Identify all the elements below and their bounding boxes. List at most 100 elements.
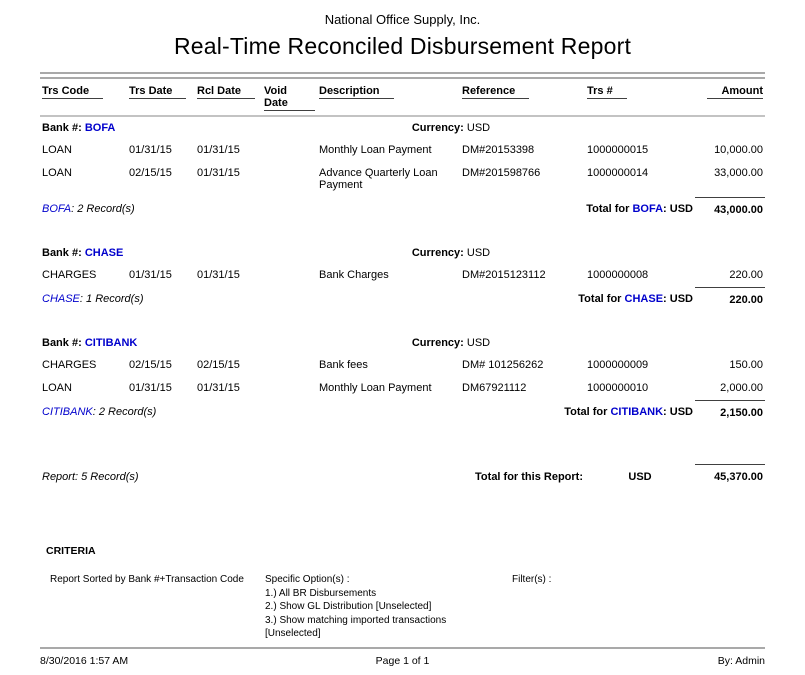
cell-trs-code: CHARGES bbox=[42, 268, 97, 281]
col-header-trs-date: Trs Date bbox=[127, 83, 195, 113]
col-header-label: Description bbox=[319, 85, 394, 99]
bank-name: CHASE bbox=[84, 246, 124, 259]
group-total-label-cell: Total for CITIBANK: USD bbox=[317, 400, 695, 425]
cell-void-date bbox=[262, 377, 317, 401]
column-header-row: Trs Code Trs Date Rcl Date Void Date Des… bbox=[40, 83, 765, 113]
criteria-filters-label: Filter(s) : bbox=[512, 574, 552, 585]
group-records-count: : 2 Record(s) bbox=[92, 406, 157, 418]
bank-name: CITIBANK bbox=[84, 336, 138, 349]
total-usd-suffix: : USD bbox=[663, 203, 693, 215]
empty-cell bbox=[585, 242, 765, 264]
currency-cell: Currency: USD bbox=[317, 116, 585, 139]
group-total-label-cell: Total for CHASE: USD bbox=[317, 287, 695, 312]
bank-label: Bank #: bbox=[42, 336, 82, 349]
top-divider bbox=[40, 72, 765, 79]
spacer bbox=[40, 312, 765, 332]
col-header-void-date: Void Date bbox=[262, 83, 317, 113]
report-records: Report: 5 Record(s) bbox=[42, 470, 139, 483]
cell-rcl-date: 01/31/15 bbox=[197, 144, 240, 156]
group-records-bank: CITIBANK bbox=[42, 406, 93, 418]
group-total-row: BOFA: 2 Record(s) Total for BOFA: USD 43… bbox=[40, 196, 765, 222]
criteria-option: 3.) Show matching imported transactions … bbox=[265, 614, 447, 639]
bank-header-row: Bank #: CITIBANK Currency: USD bbox=[40, 332, 765, 354]
bank-number-cell: Bank #: CITIBANK bbox=[40, 332, 317, 354]
group-records-cell: CHASE: 1 Record(s) bbox=[40, 287, 317, 312]
total-for-label: Total for bbox=[578, 293, 622, 305]
total-usd-suffix: : USD bbox=[663, 406, 693, 418]
col-header-label: Trs Date bbox=[129, 85, 187, 99]
spacer-row bbox=[40, 425, 765, 465]
empty-cell bbox=[585, 332, 765, 354]
total-usd-suffix: : USD bbox=[663, 293, 693, 305]
group-records-cell: CITIBANK: 2 Record(s) bbox=[40, 400, 317, 425]
criteria-options-label: Specific Option(s) : bbox=[265, 574, 350, 585]
cell-trs-num: 1000000008 bbox=[587, 268, 649, 281]
group-total-amount: 2,150.00 bbox=[695, 399, 765, 425]
cell-trs-num: 1000000009 bbox=[587, 358, 649, 371]
group-records-count: : 1 Record(s) bbox=[79, 293, 144, 305]
spacer bbox=[40, 222, 765, 242]
cell-trs-date: 02/15/15 bbox=[129, 167, 172, 179]
total-for-label: Total for bbox=[564, 406, 608, 418]
criteria-option: 2.) Show GL Distribution [Unselected] bbox=[265, 601, 432, 612]
report-summary-row: Report: 5 Record(s) Total for this Repor… bbox=[40, 464, 765, 490]
cell-reference: DM67921112 bbox=[462, 381, 527, 394]
col-header-description: Description bbox=[317, 83, 460, 113]
cell-amount: 220.00 bbox=[729, 268, 763, 281]
bank-header-row: Bank #: BOFA Currency: USD bbox=[40, 116, 765, 139]
group-total-row: CITIBANK: 2 Record(s) Total for CITIBANK… bbox=[40, 399, 765, 425]
bank-label: Bank #: bbox=[42, 122, 82, 134]
header-divider-row bbox=[40, 113, 765, 117]
cell-trs-date: 01/31/15 bbox=[129, 381, 172, 394]
cell-trs-date: 01/31/15 bbox=[129, 144, 172, 156]
cell-trs-num: 1000000010 bbox=[587, 381, 649, 394]
report-table: Trs Code Trs Date Rcl Date Void Date Des… bbox=[40, 83, 765, 489]
page-footer: 8/30/2016 1:57 AM Page 1 of 1 By: Admin bbox=[40, 647, 765, 667]
total-bank-name: BOFA bbox=[632, 203, 664, 215]
cell-trs-code: LOAN bbox=[42, 381, 72, 394]
header-divider bbox=[40, 113, 765, 117]
group-total-row: CHASE: 1 Record(s) Total for CHASE: USD … bbox=[40, 286, 765, 312]
cell-trs-code: LOAN bbox=[42, 144, 72, 156]
report-currency: USD bbox=[628, 470, 652, 483]
col-header-label: Reference bbox=[462, 85, 530, 99]
cell-reference: DM#2015123112 bbox=[462, 268, 546, 281]
col-header-label: Amount bbox=[707, 85, 763, 99]
cell-rcl-date: 01/31/15 bbox=[197, 167, 240, 179]
footer-datetime: 8/30/2016 1:57 AM bbox=[40, 655, 129, 667]
currency-cell: Currency: USD bbox=[317, 242, 585, 264]
col-header-label: Trs # bbox=[587, 85, 627, 99]
group-records-bank: CHASE bbox=[42, 293, 80, 305]
report-total-label: Total for this Report: bbox=[475, 470, 583, 483]
cell-amount: 33,000.00 bbox=[714, 167, 763, 179]
col-header-label: Void Date bbox=[264, 85, 315, 111]
empty-cell bbox=[585, 116, 765, 139]
cell-reference: DM#20153398 bbox=[462, 144, 535, 156]
currency-cell: Currency: USD bbox=[317, 332, 585, 354]
cell-amount: 150.00 bbox=[729, 358, 763, 371]
criteria-options: Specific Option(s) : 1.) All BR Disburse… bbox=[265, 573, 477, 640]
cell-rcl-date: 01/31/15 bbox=[197, 381, 240, 394]
cell-description: Bank fees bbox=[319, 358, 368, 371]
cell-description: Monthly Loan Payment bbox=[319, 381, 432, 394]
table-header: Trs Code Trs Date Rcl Date Void Date Des… bbox=[40, 83, 765, 117]
cell-description: Advance Quarterly Loan Payment bbox=[319, 167, 438, 191]
table-row: LOAN 02/15/15 01/31/15 Advance Quarterly… bbox=[40, 162, 765, 197]
cell-void-date bbox=[262, 264, 317, 288]
cell-description: Monthly Loan Payment bbox=[319, 144, 432, 156]
col-header-rcl-date: Rcl Date bbox=[195, 83, 262, 113]
col-header-trs-num: Trs # bbox=[585, 83, 695, 113]
report-currency-cell: USD bbox=[585, 465, 695, 490]
cell-trs-num: 1000000014 bbox=[587, 167, 649, 179]
bank-number-cell: Bank #: CHASE bbox=[40, 242, 317, 264]
cell-trs-code: LOAN bbox=[42, 167, 72, 179]
cell-trs-date: 01/31/15 bbox=[129, 268, 172, 281]
group-records-cell: BOFA: 2 Record(s) bbox=[40, 197, 317, 222]
table-row: CHARGES 01/31/15 01/31/15 Bank Charges D… bbox=[40, 264, 765, 288]
currency-value: USD bbox=[466, 122, 491, 134]
cell-trs-code: CHARGES bbox=[42, 358, 97, 371]
criteria-sorted-by: Report Sorted by Bank #+Transaction Code bbox=[50, 574, 244, 585]
bank-header-row: Bank #: CHASE Currency: USD bbox=[40, 242, 765, 264]
cell-reference: DM#201598766 bbox=[462, 167, 541, 179]
